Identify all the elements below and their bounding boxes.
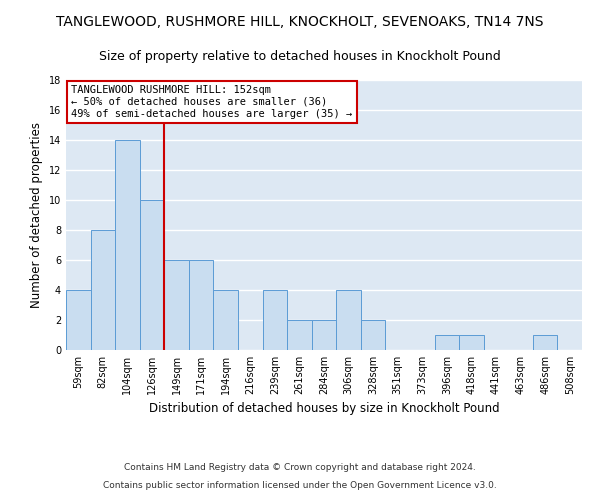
Text: TANGLEWOOD RUSHMORE HILL: 152sqm
← 50% of detached houses are smaller (36)
49% o: TANGLEWOOD RUSHMORE HILL: 152sqm ← 50% o… [71,86,352,118]
Bar [140,200,164,350]
Y-axis label: Number of detached properties: Number of detached properties [30,122,43,308]
Bar [434,335,459,350]
Text: Contains public sector information licensed under the Open Government Licence v3: Contains public sector information licen… [103,481,497,490]
Bar [459,335,484,350]
Text: Contains HM Land Registry data © Crown copyright and database right 2024.: Contains HM Land Registry data © Crown c… [124,464,476,472]
Bar [189,260,214,350]
Bar [336,290,361,350]
Bar [533,335,557,350]
Bar [214,290,238,350]
Bar [312,320,336,350]
Text: TANGLEWOOD, RUSHMORE HILL, KNOCKHOLT, SEVENOAKS, TN14 7NS: TANGLEWOOD, RUSHMORE HILL, KNOCKHOLT, SE… [56,15,544,29]
Bar [263,290,287,350]
Bar [115,140,140,350]
Bar [287,320,312,350]
Bar [164,260,189,350]
Text: Size of property relative to detached houses in Knockholt Pound: Size of property relative to detached ho… [99,50,501,63]
Bar [91,230,115,350]
Bar [361,320,385,350]
X-axis label: Distribution of detached houses by size in Knockholt Pound: Distribution of detached houses by size … [149,402,499,415]
Bar [66,290,91,350]
